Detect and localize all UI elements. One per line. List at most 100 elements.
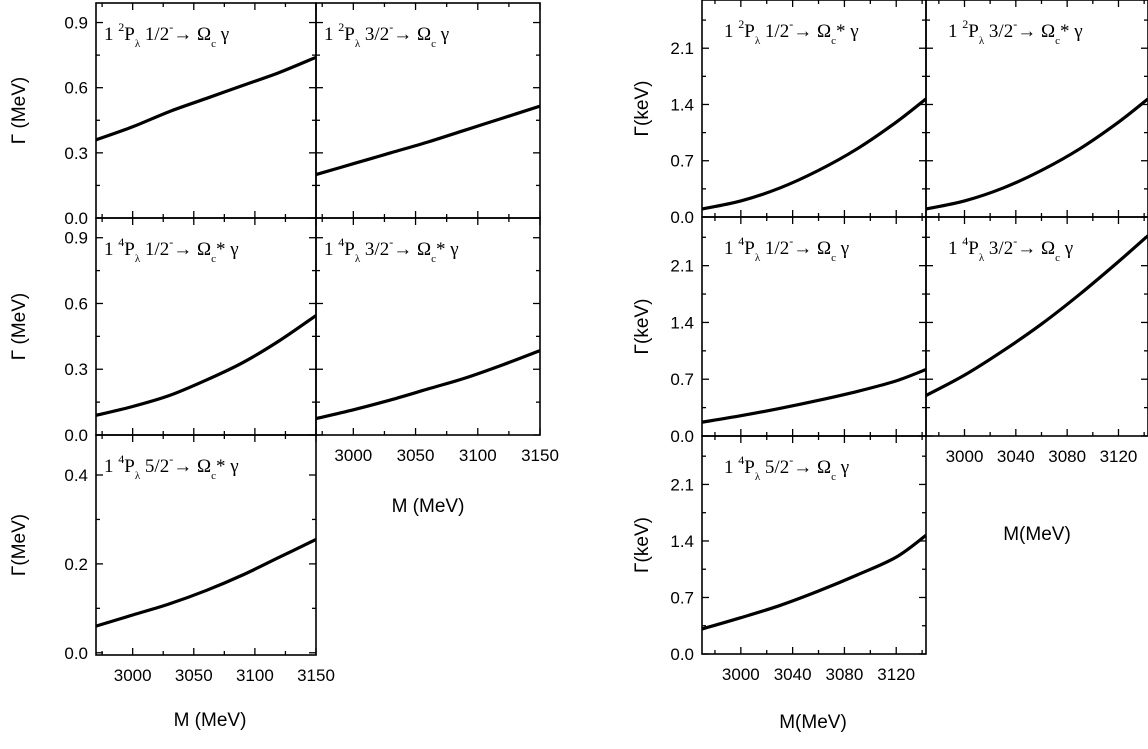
panel-label: 1 4Pλ 3/2-→ Ωc γ [948,234,1073,264]
y-tick-label: 1.4 [670,532,694,551]
panel-label-part: 1 [724,238,738,259]
panel-label-part: λ [135,38,141,50]
y-axis-title: Γ(MeV) [9,514,30,576]
panel-label-part: 1 [104,24,118,45]
panel-label-part: c [211,38,216,50]
panel-label: 1 4Pλ 1/2-→ Ωc* γ [104,235,239,265]
y-tick-label: 0.0 [670,208,694,227]
panel-frame [701,435,927,655]
panel-label-part: 1 [324,239,338,260]
y-tick-label: 0.4 [64,466,88,485]
panel-label-part: - [789,234,793,248]
panel-label-part: λ [135,470,141,482]
series-line [701,367,927,424]
x-tick-label: 3080 [826,665,864,684]
y-axis-title: Γ (MeV) [9,293,30,360]
x-axis-title: M(MeV) [1003,524,1071,545]
panel-label-part: 1 [324,24,338,45]
panel-label-part: P [124,24,135,45]
panel-label-part: 4 [118,235,124,249]
panel-label-part: γ [216,24,229,45]
panel-label-part: - [389,235,393,249]
panel-label-part: γ [225,456,238,477]
x-tick-label: 3120 [1100,447,1138,466]
panel-label-part: 4 [962,234,968,248]
series-line [925,234,1148,397]
panel-label-part: 3/2 [984,238,1013,259]
panel-label: 1 4Pλ 5/2-→ Ωc γ [724,453,849,483]
panel: 0.0 0.7 1.4 2.1 Γ(keV) 1 2Pλ 1/2-→ Ωc* γ [632,0,927,227]
y-tick-label: 0.3 [64,144,88,163]
x-tick-label: 3000 [114,666,152,685]
panel-label-part: γ [845,21,858,42]
panel-label: 1 2Pλ 1/2-→ Ωc* γ [724,17,859,47]
x-tick-label: 3040 [997,447,1035,466]
y-tick-label: 0.0 [64,644,88,663]
panel-label-part: - [789,17,793,31]
y-tick-label: 0.7 [670,152,694,171]
panel: 1 2Pλ 3/2-→ Ωc* γ [925,0,1148,218]
series-line [925,97,1148,211]
x-tick-label: 3000 [722,665,760,684]
panel-label-part: → Ω [173,239,211,260]
panel-label-part: - [1013,234,1017,248]
y-tick-label: 1.4 [670,95,694,114]
panel: 0.0 0.3 0.6 0.9 Γ (MeV) 1 4Pλ 1/2-→ Ωc* γ [9,217,317,445]
y-tick-label: 0.0 [670,645,694,664]
panel-label-part: λ [755,471,761,483]
y-tick-label: 2.1 [670,257,694,276]
y-tick-label: 0.7 [670,370,694,389]
panel-label: 1 2Pλ 1/2-→ Ωc γ [104,20,229,50]
panel: 0.0 0.3 0.6 0.9 Γ (MeV) 1 2Pλ 1/2-→ Ωc γ [9,2,317,228]
panel-label-part: λ [755,252,761,264]
panel-label-part: γ [836,238,849,259]
panel-label-part: P [968,238,979,259]
panel-label-part: c [1055,35,1060,47]
panel-label-part: 1 [724,457,738,478]
x-axis-title: M(MeV) [779,712,847,733]
panel-label-part: c [831,35,836,47]
panel-label: 1 4Pλ 1/2-→ Ωc γ [724,234,849,264]
panel-label-part: - [789,453,793,467]
panel-label-part: P [744,21,755,42]
panel-label-part: 1/2 [140,239,169,260]
y-tick-label: 0.0 [64,209,88,228]
panel-label-part: λ [355,38,361,50]
x-tick-label: 3040 [774,665,812,684]
panel-label: 1 4Pλ 3/2-→ Ωc* γ [324,235,459,265]
panel-frame [925,216,1148,437]
y-tick-label: 0.6 [64,294,88,313]
x-tick-label: 3050 [397,446,435,465]
panel-label-part: 3/2 [984,21,1013,42]
panel-label-part: * [216,456,226,477]
panel-label-part: → Ω [173,456,211,477]
panel-label: 1 4Pλ 5/2-→ Ωc* γ [104,452,239,482]
panel-label-part: 3/2 [360,24,389,45]
y-tick-label: 2.1 [670,475,694,494]
panel-label-part: P [124,239,135,260]
panel-label-part: 2 [738,17,744,31]
panel-label-part: c [211,253,216,265]
panel: 0.0 0.7 1.4 2.1 Γ(keV) 1 4Pλ 1/2-→ Ωc γ [632,216,927,446]
series-line [701,534,927,631]
panel-label-part: γ [445,239,458,260]
panel-label-part: * [436,239,446,260]
x-tick-label: 3150 [297,666,335,685]
series-line [95,538,317,628]
panel: 0.0 0.7 1.4 2.1 3000 3040 3080 3120 Γ(keV) 1 4Pλ … [632,435,927,684]
panel-label-part: 1/2 [760,238,789,259]
panel-label-part: → Ω [393,24,431,45]
series-line [315,349,541,421]
panel-label-part: P [744,238,755,259]
panel-label-part: P [968,21,979,42]
y-tick-label: 0.9 [64,229,88,248]
panel-label-part: 2 [338,20,344,34]
series-line [315,104,541,177]
panel-label-part: → Ω [793,238,831,259]
panel-label-part: γ [836,457,849,478]
x-tick-label: 3100 [236,666,274,685]
panel-label-part: 1 [724,21,738,42]
